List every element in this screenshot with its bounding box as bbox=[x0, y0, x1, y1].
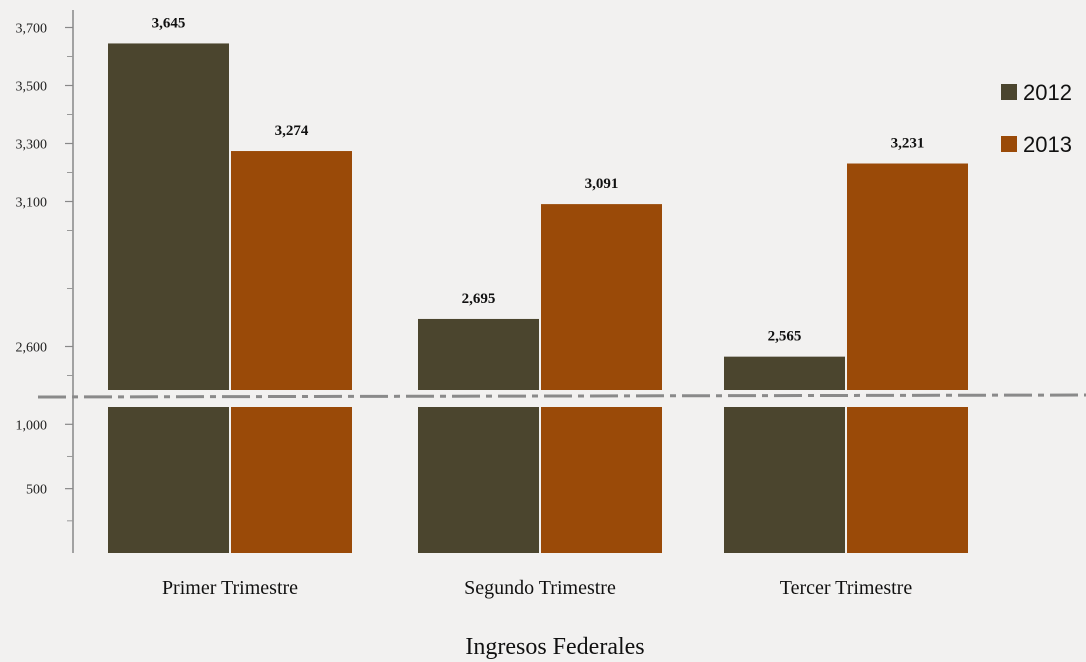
y-tick-label: 3,300 bbox=[16, 138, 48, 153]
bar-2012-3-upper bbox=[724, 356, 845, 390]
bar-2013-1-lower bbox=[231, 407, 352, 553]
legend-label-2013: 2013 bbox=[1023, 132, 1072, 157]
y-tick-label: 500 bbox=[26, 483, 47, 498]
bar-2012-2-lower bbox=[418, 407, 539, 553]
axis-break-line bbox=[37, 393, 1086, 399]
data-label-2013-3: 3,231 bbox=[891, 136, 925, 152]
bar-2013-3-upper bbox=[847, 163, 968, 390]
y-tick-label: 1,000 bbox=[16, 418, 48, 433]
legend-swatch-2012 bbox=[1001, 84, 1017, 100]
bar-2012-1-upper bbox=[108, 43, 229, 390]
bars-group bbox=[108, 43, 968, 553]
data-label-2013-2: 3,091 bbox=[585, 176, 619, 192]
legend: 2012 2013 bbox=[1001, 80, 1072, 157]
bar-2013-3-lower bbox=[847, 407, 968, 553]
y-tick-label: 3,100 bbox=[16, 196, 48, 211]
bar-2012-3-lower bbox=[724, 407, 845, 553]
legend-swatch-2013 bbox=[1001, 136, 1017, 152]
data-label-2012-1: 3,645 bbox=[152, 15, 186, 31]
bar-2012-1-lower bbox=[108, 407, 229, 553]
category-label-1: Primer Trimestre bbox=[162, 577, 298, 599]
data-label-2012-2: 2,695 bbox=[462, 291, 496, 307]
bar-2012-2-upper bbox=[418, 318, 539, 390]
data-label-2012-3: 2,565 bbox=[768, 329, 802, 345]
legend-label-2012: 2012 bbox=[1023, 80, 1072, 105]
bar-2013-2-upper bbox=[541, 204, 662, 390]
bar-2013-1-upper bbox=[231, 151, 352, 390]
x-axis-title: Ingresos Federales bbox=[465, 634, 644, 660]
y-tick-label: 3,500 bbox=[16, 80, 48, 95]
y-axis: 3,700 3,500 3,300 3,100 2,600 1,000 500 bbox=[16, 10, 1086, 553]
bar-2013-2-lower bbox=[541, 407, 662, 553]
category-label-3: Tercer Trimestre bbox=[780, 577, 913, 599]
data-label-2013-1: 3,274 bbox=[275, 123, 309, 139]
y-tick-label: 2,600 bbox=[16, 341, 48, 356]
category-label-2: Segundo Trimestre bbox=[464, 577, 616, 599]
y-tick-label: 3,700 bbox=[16, 22, 48, 37]
labels-group: 3,645 3,274 Primer Trimestre 2,695 3,091 Segu… bbox=[152, 15, 925, 599]
